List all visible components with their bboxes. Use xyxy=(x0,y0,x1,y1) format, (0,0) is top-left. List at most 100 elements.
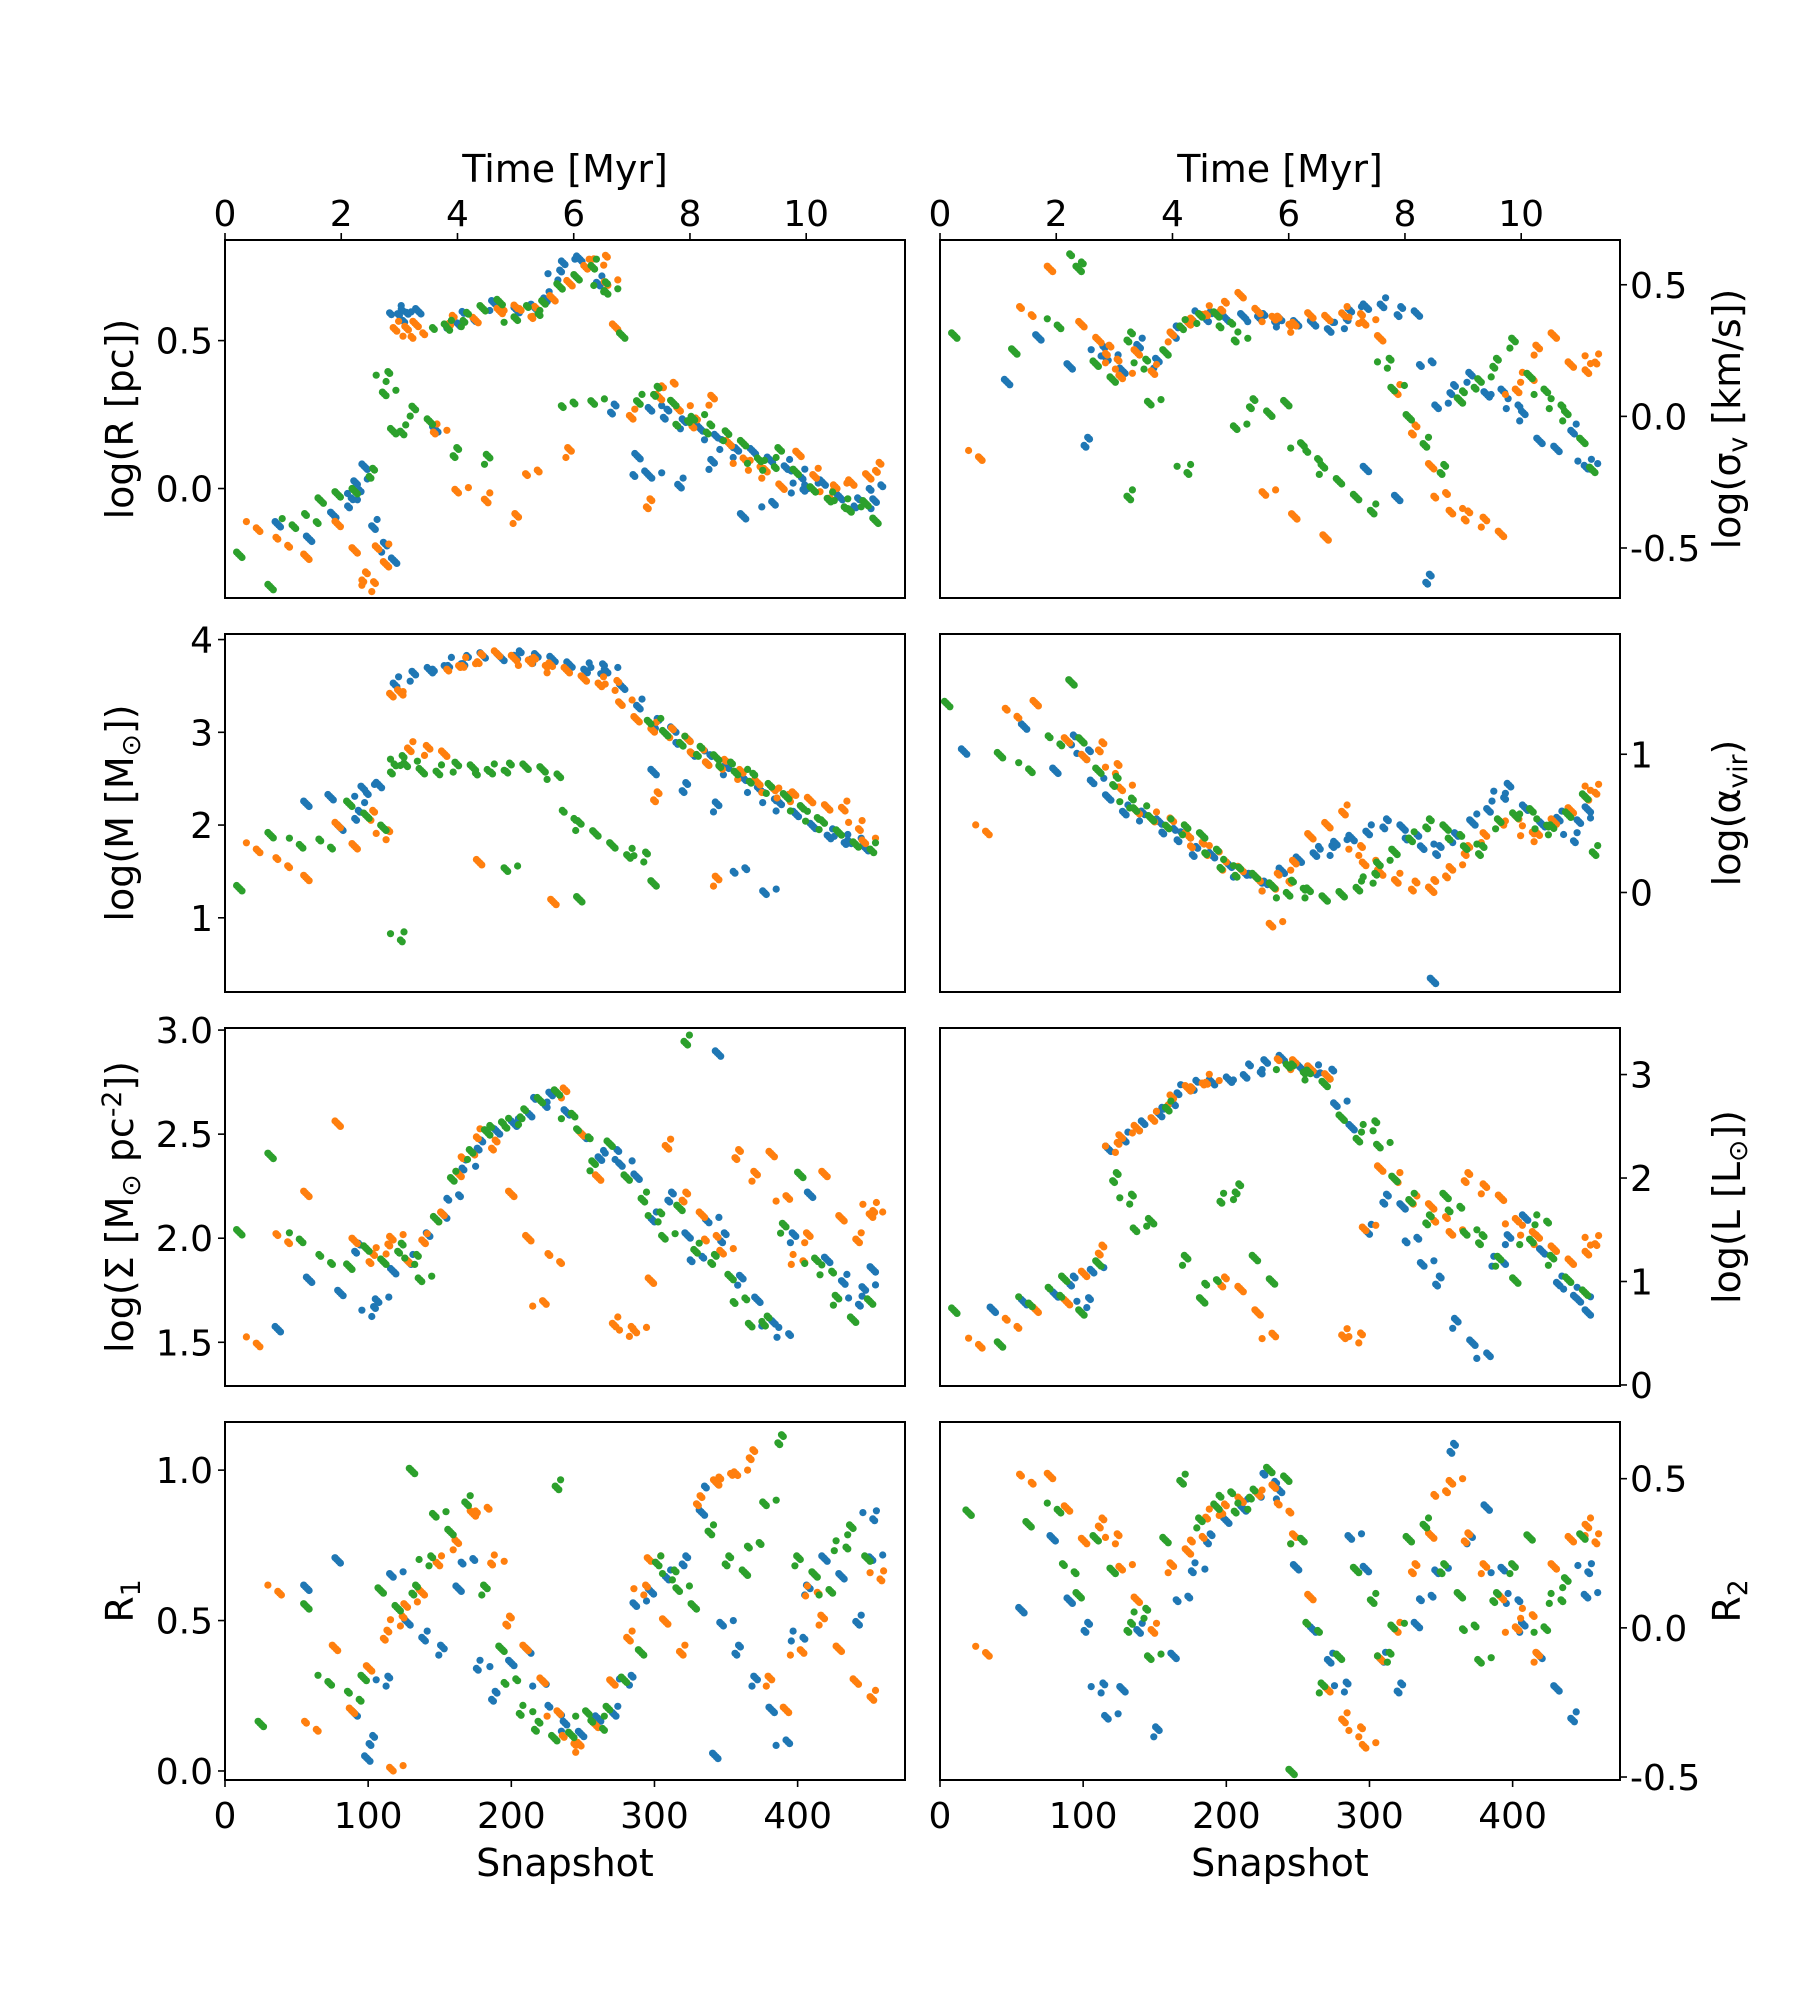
data-point xyxy=(866,1557,874,1565)
data-point xyxy=(618,701,626,710)
data-point xyxy=(791,1562,799,1570)
data-point xyxy=(490,1551,498,1559)
data-point xyxy=(1415,832,1423,840)
data-point xyxy=(1390,387,1399,395)
data-point xyxy=(1345,313,1353,321)
y-axis-label: log(R [pc]) xyxy=(98,319,142,520)
data-point xyxy=(1219,307,1227,315)
data-point xyxy=(1306,1070,1314,1078)
data-point xyxy=(668,1576,677,1584)
series-orange xyxy=(242,1084,887,1351)
data-point xyxy=(963,750,971,758)
data-point xyxy=(625,1176,634,1184)
data-point xyxy=(1345,1726,1353,1735)
data-point xyxy=(563,1721,571,1729)
data-point xyxy=(1587,455,1595,463)
data-point xyxy=(872,1507,881,1515)
data-point xyxy=(1477,378,1485,386)
data-point xyxy=(1572,1708,1580,1716)
data-point xyxy=(1511,338,1519,346)
data-point xyxy=(773,794,781,802)
data-point xyxy=(655,790,663,798)
data-point xyxy=(716,445,724,454)
data-point xyxy=(274,535,282,543)
data-point xyxy=(543,1712,551,1720)
scatter-points xyxy=(948,250,1603,588)
data-point xyxy=(729,1245,737,1253)
data-point xyxy=(779,1432,787,1441)
y-tick-label: 0.5 xyxy=(156,322,213,363)
y-tick-label: 3 xyxy=(190,713,213,754)
data-point xyxy=(686,1234,694,1242)
data-point xyxy=(1101,763,1110,771)
data-point xyxy=(965,1334,973,1342)
data-point xyxy=(1111,378,1119,386)
data-point xyxy=(686,738,694,746)
data-point xyxy=(661,1235,669,1243)
data-point xyxy=(1459,399,1467,407)
data-point xyxy=(1087,346,1095,354)
data-point xyxy=(572,1748,580,1756)
data-point xyxy=(396,1622,404,1630)
data-point xyxy=(744,466,753,474)
data-point xyxy=(1111,1540,1119,1548)
data-point xyxy=(1586,1514,1595,1522)
data-point xyxy=(629,415,637,423)
data-point xyxy=(421,1637,429,1645)
data-point xyxy=(1085,435,1094,443)
data-point xyxy=(1222,299,1230,307)
data-point xyxy=(372,829,380,838)
data-point xyxy=(1140,1614,1148,1622)
y-tick-label: 0.5 xyxy=(1630,1460,1687,1501)
data-point xyxy=(1535,831,1544,840)
data-point xyxy=(1321,1683,1329,1691)
data-point xyxy=(1559,1584,1567,1592)
data-point xyxy=(705,761,713,770)
data-point xyxy=(305,1605,313,1613)
data-point xyxy=(1232,338,1240,346)
data-point xyxy=(478,1591,486,1599)
data-point xyxy=(1326,1688,1334,1696)
data-point xyxy=(1321,464,1329,472)
data-point xyxy=(1187,460,1195,469)
data-point xyxy=(493,1689,501,1697)
data-point xyxy=(483,1585,491,1593)
data-point xyxy=(799,1174,807,1182)
data-point xyxy=(681,732,689,740)
data-point xyxy=(1087,1683,1095,1691)
data-point xyxy=(1416,312,1424,320)
scatter-points xyxy=(233,647,880,946)
data-point xyxy=(1501,1628,1509,1636)
data-point xyxy=(514,513,523,521)
y-axis-label: R2 xyxy=(1705,1579,1754,1622)
data-point xyxy=(1175,838,1183,846)
data-point xyxy=(641,1198,649,1206)
data-point xyxy=(1408,1199,1416,1207)
data-point xyxy=(714,1755,722,1763)
data-point xyxy=(1343,1709,1351,1717)
data-point xyxy=(1438,1570,1446,1578)
data-point xyxy=(700,436,709,444)
data-point xyxy=(1343,801,1351,809)
data-point xyxy=(835,1295,843,1303)
data-point xyxy=(1312,322,1320,330)
y-axis-label: log(αvir) xyxy=(1705,740,1754,887)
data-point xyxy=(504,1622,512,1630)
data-point xyxy=(1460,1626,1468,1635)
data-point xyxy=(729,1617,737,1625)
y-tick-label: 0.5 xyxy=(1630,266,1687,307)
data-point xyxy=(1211,1081,1219,1089)
x-tick-label: 400 xyxy=(763,1796,832,1837)
data-point xyxy=(1278,1489,1286,1497)
y-axis-label: log(Σ [M⊙ pc-2]) xyxy=(97,1061,147,1353)
data-point xyxy=(1049,268,1057,276)
data-point xyxy=(1497,1256,1505,1264)
data-point xyxy=(1395,312,1403,321)
data-point xyxy=(519,1701,527,1709)
data-point xyxy=(1151,1117,1159,1125)
data-point xyxy=(849,1524,857,1533)
data-point xyxy=(1387,1650,1395,1658)
data-point xyxy=(1239,294,1247,302)
data-point xyxy=(518,1115,526,1123)
